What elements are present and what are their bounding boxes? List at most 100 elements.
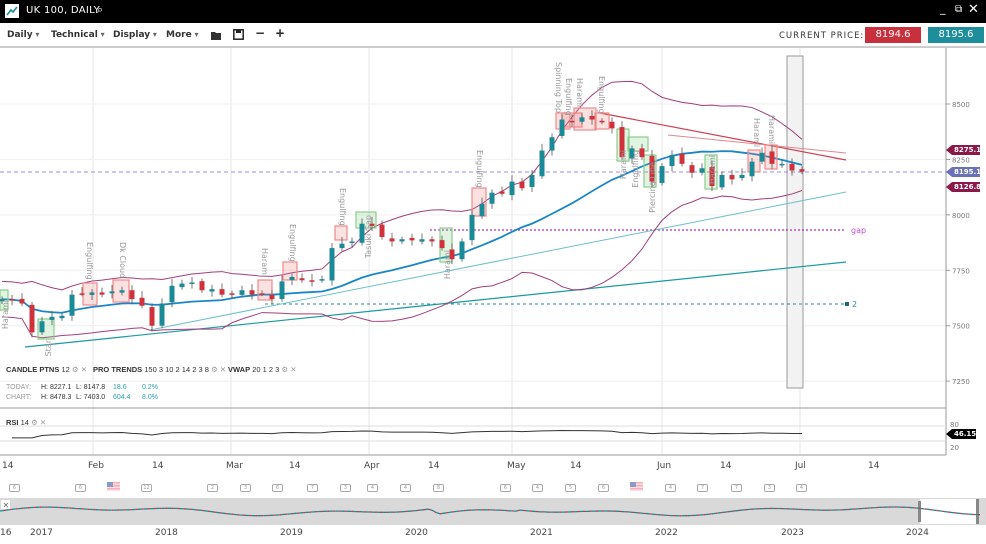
menu-more[interactable]: More — [166, 30, 199, 40]
close-icon[interactable]: ✕ — [219, 365, 227, 374]
candle-up — [549, 137, 555, 151]
event-badge[interactable]: 6 — [500, 484, 511, 492]
indicator-params: 150 3 10 2 14 2 3 8 — [144, 365, 209, 374]
event-badge[interactable]: 4 — [367, 484, 378, 492]
candle-up — [539, 150, 545, 177]
event-badge[interactable]: 3 — [240, 484, 251, 492]
pattern-label: Engulfing — [597, 76, 606, 114]
event-badge[interactable]: 2 — [207, 484, 218, 492]
time-axis-label: 14 — [868, 461, 880, 471]
time-axis-label: Jun — [657, 461, 672, 471]
gear-icon[interactable]: ⚙ — [71, 365, 79, 374]
navigator-close-button[interactable] — [1, 500, 10, 509]
candle-down — [589, 115, 595, 120]
stat-high: H: 8227.1 — [41, 384, 72, 391]
candle-down — [249, 290, 255, 295]
pattern-label: Harami — [708, 155, 717, 184]
minimize-icon[interactable]: _ — [940, 2, 946, 15]
event-badge[interactable]: 6 — [272, 484, 283, 492]
candle-up — [349, 241, 355, 243]
candle-up — [319, 279, 325, 281]
navigator[interactable] — [0, 498, 986, 525]
event-badge[interactable]: 6 — [9, 484, 20, 492]
pattern-label: Harami — [443, 250, 452, 279]
indicator-params: 20 1 2 3 — [252, 365, 280, 374]
candle-down — [619, 127, 625, 158]
close-icon[interactable]: ✕ — [80, 365, 87, 374]
event-badge[interactable]: 8 — [433, 484, 444, 492]
selection-range[interactable] — [786, 55, 804, 389]
current-price-label: CURRENT PRICE: — [779, 31, 865, 41]
gear-icon[interactable]: ⚙ — [31, 418, 38, 427]
pattern-box[interactable] — [627, 136, 649, 152]
us-flag-icon[interactable] — [107, 482, 120, 491]
close-icon[interactable]: ✕ — [39, 418, 47, 427]
price-axis-label: 7500 — [952, 323, 970, 331]
event-badge[interactable]: 4 — [532, 484, 543, 492]
candle-down — [269, 294, 275, 300]
navigator-handle-left[interactable] — [918, 501, 921, 522]
ask-price[interactable]: 8195.6 — [928, 27, 984, 43]
close-icon[interactable]: ✕ — [3, 501, 10, 510]
stats-chart: CHART: H: 8478.3 L: 7403.0 604.4 8.0% — [6, 394, 176, 403]
indicator-name: PRO TRENDS — [93, 365, 143, 374]
menu-interval[interactable]: Daily — [7, 30, 39, 40]
candle-up — [509, 181, 515, 196]
gear-icon[interactable]: ⚙ — [211, 365, 218, 374]
event-badge[interactable]: 4 — [796, 484, 807, 492]
event-badge[interactable]: 4 — [400, 484, 411, 492]
candle-down — [599, 120, 605, 123]
close-icon[interactable]: ✕ — [290, 365, 297, 374]
price-axis-label: 7750 — [952, 267, 970, 275]
bid-price[interactable]: 8194.6 — [865, 27, 921, 43]
pattern-label: Engulfing — [288, 224, 297, 262]
event-badge[interactable]: 7 — [307, 484, 318, 492]
candle-up — [49, 316, 55, 320]
pattern-box[interactable] — [257, 279, 273, 301]
zoom-in-icon[interactable]: + — [275, 26, 286, 40]
popout-icon[interactable]: ⧉ — [955, 4, 963, 15]
pattern-box[interactable] — [334, 225, 348, 241]
candle-down — [99, 292, 105, 295]
pattern-label: Harami — [752, 118, 761, 147]
event-badge[interactable]: 5 — [565, 484, 576, 492]
candle-up — [89, 292, 95, 295]
us-flag-icon[interactable] — [630, 482, 643, 491]
candle-down — [389, 238, 395, 242]
rsi-axis-80: 80 — [950, 421, 959, 429]
gear-icon[interactable]: ⚙ — [281, 365, 289, 374]
menu-display[interactable]: Display — [113, 30, 157, 40]
pattern-box[interactable] — [573, 107, 597, 131]
level-label: 2 — [852, 300, 857, 309]
chart-logo-icon — [5, 4, 19, 18]
trend-line[interactable] — [149, 191, 847, 331]
menu-technical[interactable]: Technical — [51, 30, 105, 40]
candle-down — [679, 153, 685, 164]
stat-label: TODAY: — [6, 384, 32, 391]
candle-up — [719, 174, 725, 188]
navigator-handle-right[interactable] — [976, 499, 979, 524]
navigator-year-label: 2022 — [655, 528, 678, 538]
time-axis-label: Jul — [795, 461, 806, 471]
event-badge[interactable]: 6 — [75, 484, 86, 492]
close-icon[interactable]: ✕ — [968, 2, 979, 17]
event-badge[interactable]: 7 — [697, 484, 708, 492]
search-icon[interactable]: ⌕ — [97, 3, 104, 16]
event-badge[interactable]: 3 — [764, 484, 775, 492]
event-badge[interactable]: 7 — [731, 484, 742, 492]
event-badge[interactable]: 3 — [340, 484, 351, 492]
event-badge[interactable]: 6 — [598, 484, 609, 492]
zoom-out-icon[interactable]: − — [255, 26, 266, 40]
save-icon[interactable] — [233, 29, 244, 40]
lower-band — [1, 190, 803, 339]
open-folder-icon[interactable] — [211, 31, 223, 40]
trend-line[interactable] — [24, 261, 847, 348]
time-axis-label: 14 — [152, 461, 164, 471]
event-badge[interactable]: 12 — [141, 484, 152, 492]
time-axis-label: Feb — [88, 461, 104, 471]
resistance-line[interactable] — [599, 112, 847, 161]
event-badge[interactable]: 4 — [665, 484, 676, 492]
resistance-line[interactable] — [667, 134, 847, 154]
level-marker[interactable] — [845, 302, 849, 306]
